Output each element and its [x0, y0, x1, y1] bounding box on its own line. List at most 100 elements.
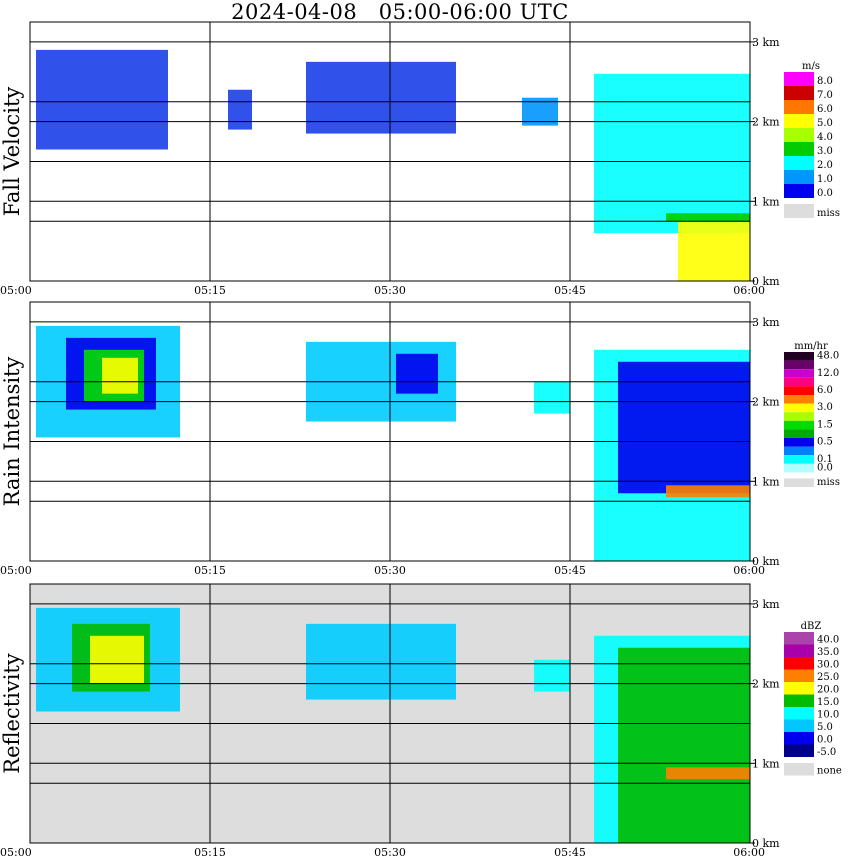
legend-swatch [784, 369, 814, 378]
data-region-2-4 [102, 357, 138, 394]
legend-swatch [784, 86, 814, 100]
legend-label: 3.0 [817, 402, 833, 413]
legend-swatch [784, 142, 814, 156]
legend-label: 7.0 [817, 90, 833, 101]
x-tick-label: 05:15 [194, 284, 226, 297]
legend-swatch [784, 694, 814, 707]
legend-label: 6.0 [817, 385, 833, 396]
legend-label: 6.0 [817, 104, 833, 115]
legend-label: 25.0 [817, 672, 839, 683]
x-tick-label: 05:30 [374, 284, 406, 297]
legend-swatch [784, 682, 814, 695]
legend-label: miss [817, 208, 840, 219]
legend-unit: dBZ [801, 621, 822, 632]
legend-swatch [784, 352, 814, 361]
y-tick-label: 0 km [752, 837, 780, 850]
legend-label: 3.0 [817, 146, 833, 157]
y-tick-label: 2 km [752, 678, 780, 691]
legend-swatch [784, 403, 814, 413]
y-tick-label: 2 km [752, 116, 780, 129]
legend-label: 1.0 [817, 174, 833, 185]
y-axis-label: Reflectivity [0, 653, 24, 774]
legend-label: 48.0 [817, 351, 839, 362]
data-region-2-9 [618, 361, 750, 494]
legend-swatch [784, 100, 814, 114]
x-tick-label: 06:00 [733, 284, 765, 297]
legend-label: 0.1 [817, 454, 833, 465]
legend-label: -5.0 [817, 747, 836, 758]
x-tick-label: 05:00 [0, 284, 32, 297]
legend-label: 0.0 [817, 735, 833, 746]
legend-swatch [784, 455, 814, 464]
data-region-3-5 [534, 659, 570, 692]
legend-unit: m/s [802, 61, 820, 72]
y-tick-label: 0 km [752, 275, 780, 288]
legend-swatch [784, 446, 814, 456]
legend-label: 5.0 [817, 118, 833, 129]
data-region-3-7 [618, 647, 750, 843]
legend-swatch [784, 669, 814, 682]
x-tick-label: 06:00 [733, 846, 765, 859]
x-tick-label: 05:30 [374, 846, 406, 859]
y-tick-label: 1 km [752, 475, 780, 488]
data-region-1-7 [666, 213, 750, 222]
legend-swatch [784, 478, 814, 487]
legend-label: 2.0 [817, 160, 833, 171]
legend-label: 20.0 [817, 685, 839, 696]
data-region-1-3 [306, 61, 456, 134]
x-tick-label: 05:45 [554, 284, 586, 297]
y-tick-label: 1 km [752, 757, 780, 770]
legend-swatch [784, 438, 814, 447]
legend-swatch [784, 395, 814, 404]
legend-swatch [784, 429, 814, 438]
legend-label: 8.0 [817, 76, 833, 87]
data-region-3-8 [666, 767, 750, 780]
x-tick-label: 05:45 [554, 846, 586, 859]
y-tick-label: 3 km [752, 36, 780, 49]
legend-swatch [784, 72, 814, 86]
legend-label: 0.0 [817, 462, 833, 473]
plot-frame-1 [29, 21, 751, 282]
x-tick-label: 05:15 [194, 564, 226, 577]
data-region-3-3 [90, 635, 144, 684]
legend-swatch [784, 732, 814, 745]
chart-title: 2024-04-08 05:00-06:00 UTC [231, 0, 569, 24]
data-region-2-6 [396, 353, 438, 394]
x-tick-label: 05:45 [554, 564, 586, 577]
legend-label: 30.0 [817, 660, 839, 671]
legend-swatch [784, 204, 814, 218]
legend-swatch [784, 170, 814, 184]
legend-unit: mm/hr [794, 341, 828, 352]
data-region-1-1 [36, 49, 168, 150]
legend-swatch [784, 744, 814, 757]
legend-swatch [784, 707, 814, 720]
legend-swatch [784, 128, 814, 142]
legend-swatch [784, 377, 814, 387]
legend-swatch [784, 412, 814, 421]
legend-swatch [784, 632, 814, 645]
legend-label: 1.5 [817, 419, 833, 430]
legend-label: 0.0 [817, 188, 833, 199]
legend-swatch [784, 644, 814, 657]
legend-label: none [817, 766, 842, 777]
legend-swatch [784, 184, 814, 198]
legend-label: 35.0 [817, 647, 839, 658]
legend-swatch [784, 657, 814, 670]
data-region-3-4 [306, 623, 456, 700]
legend-swatch [784, 386, 814, 395]
y-tick-label: 3 km [752, 316, 780, 329]
data-region-2-10 [666, 485, 750, 498]
legend-label: 15.0 [817, 697, 839, 708]
x-tick-label: 05:15 [194, 846, 226, 859]
data-region-1-2 [228, 89, 252, 130]
y-tick-label: 2 km [752, 396, 780, 409]
data-region-1-4 [522, 97, 558, 126]
legend-swatch [784, 360, 814, 370]
x-tick-label: 05:30 [374, 564, 406, 577]
data-region-2-7 [534, 381, 570, 414]
y-tick-label: 1 km [752, 195, 780, 208]
data-region-1-6 [678, 221, 750, 281]
legend-label: 12.0 [817, 368, 839, 379]
x-tick-label: 06:00 [733, 564, 765, 577]
